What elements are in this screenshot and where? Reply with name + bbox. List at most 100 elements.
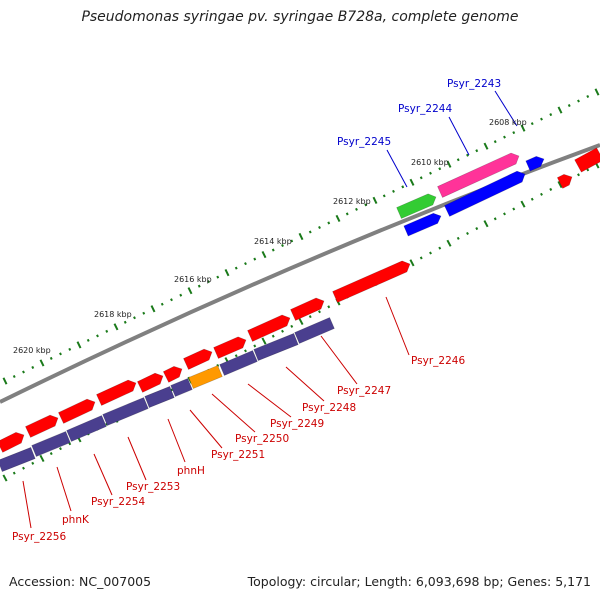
gene-label-psyr-2249[interactable]: Psyr_2249 bbox=[270, 418, 324, 430]
inner-tick bbox=[466, 231, 469, 235]
inner-tick bbox=[493, 217, 497, 221]
outer-tick bbox=[170, 298, 173, 302]
outer-tick bbox=[150, 305, 156, 313]
gene-navy-7 bbox=[219, 350, 258, 376]
outer-tick bbox=[586, 94, 590, 99]
outer-tick bbox=[253, 257, 257, 261]
leader-psyr-2245 bbox=[386, 149, 408, 188]
outer-tick bbox=[290, 239, 294, 243]
inner-tick bbox=[483, 220, 489, 228]
leader-psyr-2248 bbox=[285, 366, 325, 402]
outer-tick bbox=[446, 160, 452, 168]
outer-tick bbox=[557, 106, 563, 114]
outer-tick bbox=[483, 142, 489, 150]
leader-psyr-2247 bbox=[320, 335, 358, 385]
outer-tick bbox=[438, 167, 442, 171]
outer-tick bbox=[187, 287, 193, 295]
outer-tick bbox=[12, 374, 16, 379]
outer-tick bbox=[594, 88, 600, 96]
inner-tick bbox=[475, 227, 479, 231]
gene-blue-2 bbox=[525, 156, 545, 172]
gene-navy-3 bbox=[66, 415, 107, 442]
inner-tick bbox=[503, 212, 506, 216]
inner-tick bbox=[438, 246, 442, 250]
gene-label-psyr-2246[interactable]: Psyr_2246 bbox=[411, 355, 465, 367]
gene-psyr-2253 bbox=[96, 379, 137, 406]
outer-tick bbox=[39, 359, 45, 367]
outer-tick bbox=[197, 284, 201, 288]
leader-phnk bbox=[56, 466, 72, 512]
outer-tick bbox=[327, 221, 331, 225]
outer-tick bbox=[298, 232, 304, 241]
kbp-label-2610: 2610 kbp bbox=[411, 158, 449, 167]
kbp-label-2616: 2616 kbp bbox=[174, 275, 212, 284]
outer-tick bbox=[456, 158, 460, 162]
outer-tick bbox=[503, 135, 506, 139]
outer-tick bbox=[409, 178, 415, 186]
gene-label-psyr-2243[interactable]: Psyr_2243 bbox=[447, 78, 501, 90]
leader-psyr-2256 bbox=[22, 480, 32, 529]
leader-psyr-2246 bbox=[385, 296, 410, 356]
outer-tick bbox=[31, 365, 35, 369]
outer-tick bbox=[475, 149, 479, 153]
gene-label-psyr-2253[interactable]: Psyr_2253 bbox=[126, 481, 180, 493]
outer-tick bbox=[49, 356, 53, 360]
inner-tick bbox=[281, 329, 284, 333]
genome-summary-text: Topology: circular; Length: 6,093,698 bp… bbox=[247, 574, 591, 589]
inner-tick bbox=[318, 310, 321, 314]
outer-tick-ring bbox=[2, 88, 600, 385]
leader-psyr-2254 bbox=[93, 453, 113, 496]
gene-label-psyr-2251[interactable]: Psyr_2251 bbox=[211, 449, 265, 461]
outer-tick bbox=[401, 185, 405, 189]
outer-tick bbox=[429, 171, 432, 175]
gene-far-right-2 bbox=[574, 147, 600, 173]
gene-label-psyr-2245[interactable]: Psyr_2245 bbox=[337, 136, 391, 148]
outer-tick bbox=[355, 207, 358, 211]
gene-label-psyr-2244[interactable]: Psyr_2244 bbox=[398, 103, 452, 115]
inner-tick bbox=[271, 334, 275, 338]
gene-label-phnh[interactable]: phnH bbox=[177, 465, 205, 477]
gene-label-psyr-2248[interactable]: Psyr_2248 bbox=[302, 402, 356, 414]
gene-psyr-2243 bbox=[444, 170, 526, 217]
inner-tick bbox=[530, 197, 534, 201]
gene-label-psyr-2256[interactable]: Psyr_2256 bbox=[12, 531, 66, 543]
outer-tick bbox=[76, 341, 82, 349]
map-title: Pseudomonas syringae pv. syringae B728a,… bbox=[81, 9, 519, 25]
gene-navy-1 bbox=[0, 447, 36, 472]
outer-tick bbox=[530, 122, 534, 126]
outer-tick bbox=[234, 266, 238, 270]
inner-tick-ring bbox=[2, 161, 600, 482]
outer-tick bbox=[59, 352, 62, 356]
gene-label-phnk[interactable]: phnK bbox=[62, 514, 90, 526]
leader-phnh bbox=[167, 418, 186, 463]
outer-tick bbox=[113, 323, 119, 331]
inner-tick bbox=[244, 349, 247, 353]
outer-tick bbox=[520, 124, 526, 132]
inner-tick bbox=[39, 454, 45, 462]
inner-tick bbox=[49, 452, 53, 456]
inner-tick bbox=[308, 315, 312, 319]
inner-tick bbox=[577, 173, 580, 177]
inner-tick bbox=[409, 259, 415, 267]
gene-phnh bbox=[137, 372, 164, 393]
leader-psyr-2253 bbox=[127, 436, 147, 481]
inner-tick bbox=[290, 324, 294, 328]
outer-tick bbox=[22, 370, 25, 374]
outer-tick bbox=[160, 302, 164, 306]
gene-label-psyr-2250[interactable]: Psyr_2250 bbox=[235, 433, 289, 445]
outer-tick bbox=[493, 140, 497, 144]
inner-tick bbox=[261, 337, 267, 345]
kbp-label-2620: 2620 kbp bbox=[13, 346, 51, 355]
gene-label-psyr-2247[interactable]: Psyr_2247 bbox=[337, 385, 391, 397]
inner-tick bbox=[512, 207, 516, 211]
outer-tick bbox=[392, 189, 395, 193]
inner-tick bbox=[429, 251, 432, 255]
outer-tick bbox=[2, 377, 8, 385]
inner-tick bbox=[298, 317, 304, 326]
gene-label-psyr-2254[interactable]: Psyr_2254 bbox=[91, 496, 145, 508]
inner-tick bbox=[234, 354, 238, 358]
inner-tick bbox=[31, 461, 35, 465]
outer-tick bbox=[372, 196, 378, 204]
leader-psyr-2243 bbox=[494, 90, 518, 127]
